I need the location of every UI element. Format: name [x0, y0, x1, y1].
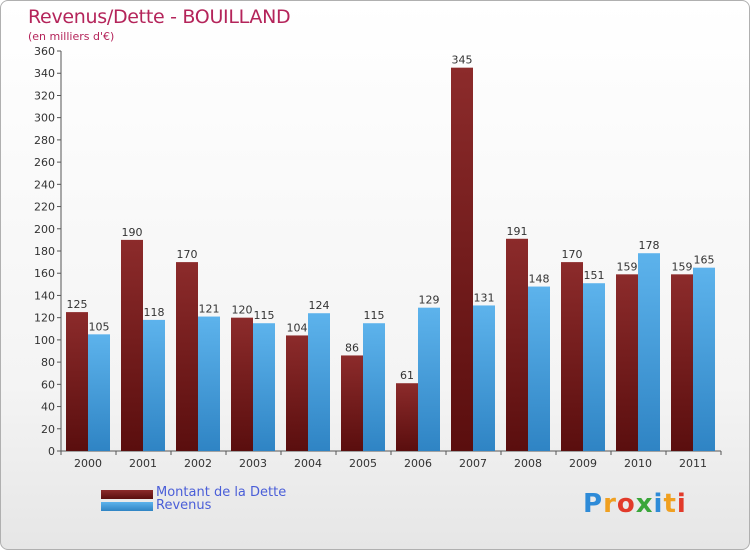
- y-tick-label: 320: [34, 89, 55, 102]
- bar-revenus-2008: [528, 286, 550, 451]
- legend-swatch-revenus: [101, 502, 153, 511]
- label-revenus-2005: 115: [364, 309, 385, 322]
- legend-label-revenus: Revenus: [156, 498, 212, 513]
- x-tick-label-2007: 2007: [459, 457, 487, 470]
- x-tick-label-2009: 2009: [569, 457, 597, 470]
- label-revenus-2011: 165: [694, 254, 715, 267]
- bar-revenus-2007: [473, 305, 495, 451]
- bar-revenus-2003: [253, 323, 275, 451]
- label-dette-2010: 159: [617, 260, 638, 273]
- x-tick-label-2000: 2000: [74, 457, 102, 470]
- y-tick-label: 360: [34, 45, 55, 58]
- logo-letter: i: [676, 489, 687, 519]
- y-tick-label: 240: [34, 178, 55, 191]
- y-tick-label: 40: [41, 401, 55, 414]
- x-tick-label-2004: 2004: [294, 457, 322, 470]
- x-tick-label-2006: 2006: [404, 457, 432, 470]
- bar-dette-2011: [671, 274, 693, 451]
- x-tick-label-2005: 2005: [349, 457, 377, 470]
- y-tick-label: 100: [34, 334, 55, 347]
- legend-label-dette: Montant de la Dette: [156, 485, 287, 500]
- bar-revenus-2001: [143, 319, 165, 451]
- label-dette-2009: 170: [562, 248, 583, 261]
- bar-revenus-2010: [638, 253, 660, 451]
- x-tick-label-2001: 2001: [129, 457, 157, 470]
- bar-dette-2000: [66, 312, 88, 451]
- label-revenus-2010: 178: [639, 239, 660, 252]
- x-tick-label-2002: 2002: [184, 457, 212, 470]
- y-tick-label: 220: [34, 201, 55, 214]
- bar-dette-2006: [396, 383, 418, 451]
- bar-dette-2003: [231, 317, 253, 451]
- label-dette-2005: 86: [345, 341, 359, 354]
- bar-dette-2005: [341, 355, 363, 451]
- bar-dette-2010: [616, 274, 638, 451]
- x-tick-label-2010: 2010: [624, 457, 652, 470]
- logo-letter: i: [653, 489, 664, 519]
- proxiti-logo: Proxiti: [583, 489, 687, 519]
- bar-dette-2008: [506, 238, 528, 451]
- bar-revenus-2005: [363, 323, 385, 451]
- y-tick-label: 300: [34, 112, 55, 125]
- bar-dette-2007: [451, 67, 473, 452]
- logo-letter: o: [616, 489, 636, 519]
- label-revenus-2001: 118: [144, 306, 165, 319]
- label-dette-2001: 190: [122, 226, 143, 239]
- chart-subtitle: (en milliers d'€): [28, 30, 115, 43]
- label-dette-2011: 159: [672, 260, 693, 273]
- bar-revenus-2000: [88, 334, 110, 451]
- x-tick-label-2008: 2008: [514, 457, 542, 470]
- label-revenus-2009: 151: [584, 269, 605, 282]
- bar-revenus-2011: [693, 267, 715, 451]
- y-tick-label: 160: [34, 267, 55, 280]
- label-dette-2004: 104: [287, 321, 308, 334]
- y-tick-label: 60: [41, 378, 55, 391]
- label-revenus-2000: 105: [89, 320, 110, 333]
- label-revenus-2003: 115: [254, 309, 275, 322]
- y-tick-label: 120: [34, 312, 55, 325]
- y-tick-label: 260: [34, 156, 55, 169]
- y-tick-label: 180: [34, 245, 55, 258]
- bar-revenus-2009: [583, 283, 605, 451]
- label-dette-2008: 191: [507, 225, 528, 238]
- logo-letter: P: [583, 489, 604, 519]
- label-dette-2000: 125: [67, 298, 88, 311]
- logo-letter: t: [663, 489, 677, 519]
- logo-letter: r: [603, 489, 617, 519]
- x-tick-label-2003: 2003: [239, 457, 267, 470]
- bar-dette-2004: [286, 335, 308, 451]
- y-tick-label: 140: [34, 289, 55, 302]
- logo-letter: x: [635, 489, 654, 519]
- bar-dette-2009: [561, 262, 583, 451]
- label-revenus-2004: 124: [309, 299, 330, 312]
- label-dette-2007: 345: [452, 54, 473, 67]
- legend-swatch-dette: [101, 490, 153, 499]
- label-revenus-2002: 121: [199, 303, 220, 316]
- bar-revenus-2004: [308, 313, 330, 451]
- label-dette-2002: 170: [177, 248, 198, 261]
- y-tick-label: 340: [34, 67, 55, 80]
- y-tick-label: 280: [34, 134, 55, 147]
- bar-dette-2001: [121, 239, 143, 451]
- label-revenus-2007: 131: [474, 291, 495, 304]
- label-revenus-2008: 148: [529, 273, 550, 286]
- y-tick-label: 20: [41, 423, 55, 436]
- bar-revenus-2006: [418, 307, 440, 451]
- bar-revenus-2002: [198, 316, 220, 451]
- label-dette-2006: 61: [400, 369, 414, 382]
- y-tick-label: 80: [41, 356, 55, 369]
- y-tick-label: 0: [48, 445, 55, 458]
- label-dette-2003: 120: [232, 304, 253, 317]
- bar-dette-2002: [176, 262, 198, 451]
- y-tick-label: 200: [34, 223, 55, 236]
- label-revenus-2006: 129: [419, 294, 440, 307]
- x-tick-label-2011: 2011: [679, 457, 707, 470]
- chart-title: Revenus/Dette - BOUILLAND: [28, 6, 291, 28]
